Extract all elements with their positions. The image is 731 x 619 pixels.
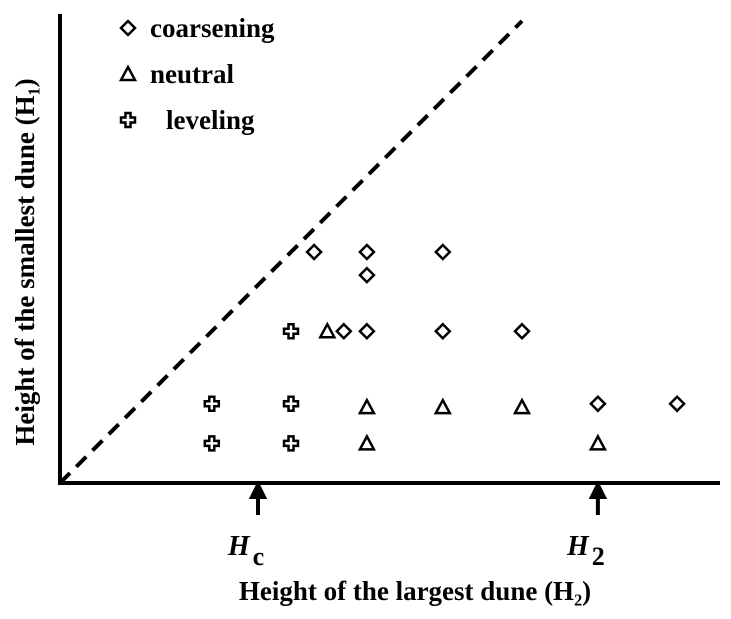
- diamond-point: [434, 243, 452, 261]
- diamond-point: [668, 395, 686, 413]
- tick-arrow: [248, 480, 268, 515]
- x-axis-label: Height of the largest dune (H₂): [239, 576, 591, 606]
- legend-label: coarsening: [150, 13, 275, 43]
- triangle-point: [433, 397, 452, 415]
- tick-label-main: H: [566, 531, 590, 562]
- diamond-point: [305, 243, 323, 261]
- diamond-point: [358, 266, 376, 284]
- triangle-point: [357, 433, 376, 451]
- cross-point: [282, 322, 300, 340]
- tick-label-sub: 2: [592, 542, 605, 571]
- triangle-point: [318, 321, 337, 339]
- cross-point: [203, 395, 221, 413]
- cross-point: [282, 395, 300, 413]
- cross-point: [282, 435, 300, 452]
- diamond-point: [335, 322, 353, 340]
- legend-marker: [119, 19, 137, 37]
- legend-marker: [118, 64, 138, 82]
- diagonal-line: [58, 19, 524, 485]
- triangle-point: [588, 433, 607, 451]
- diamond-point: [434, 322, 452, 340]
- triangle-point: [357, 397, 376, 415]
- diamond-point: [589, 395, 607, 413]
- cross-point: [203, 435, 221, 452]
- legend-marker: [119, 111, 137, 129]
- tick-label-main: H: [227, 531, 251, 562]
- y-axis-label: Height of the smallest dune (H₁): [10, 78, 40, 445]
- diamond-point: [358, 243, 376, 261]
- tick-arrow: [588, 480, 608, 515]
- legend-label: leveling: [166, 105, 255, 135]
- diamond-point: [513, 322, 531, 340]
- triangle-point: [512, 397, 532, 415]
- tick-label-sub: c: [253, 542, 265, 571]
- diamond-point: [358, 322, 376, 340]
- legend-label: neutral: [150, 59, 234, 89]
